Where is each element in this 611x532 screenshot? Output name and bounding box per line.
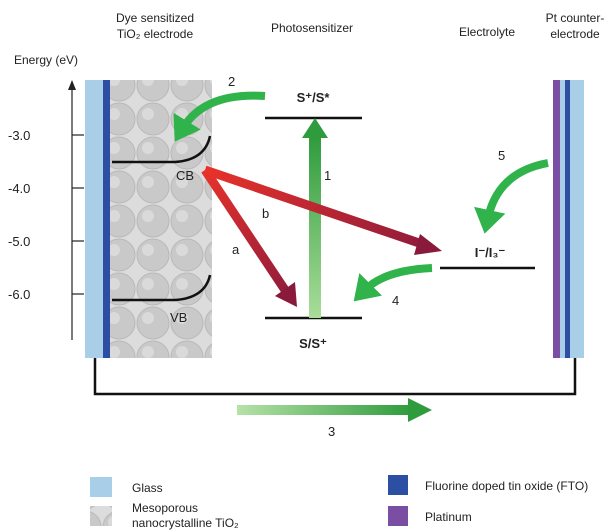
arrow-reduction (488, 163, 548, 218)
arrow-head (414, 234, 442, 255)
fto (103, 80, 110, 358)
level-label: VB (170, 310, 187, 325)
legend-swatch (90, 477, 112, 497)
legend-text: Platinum (425, 510, 472, 524)
legend-text: Glass (132, 481, 163, 495)
arrow-head (302, 118, 328, 138)
header-text: Pt counter- (546, 11, 605, 25)
level-label: S/S⁺ (299, 336, 327, 351)
legend-text: nanocrystalline TiO₂ (132, 516, 239, 530)
arrow-excitation (309, 135, 321, 318)
arrow-current (237, 405, 412, 415)
header-text: TiO₂ electrode (117, 27, 194, 41)
tick-label: -5.0 (8, 234, 30, 249)
legend-text: Mesoporous (132, 501, 198, 515)
tick-label: -3.0 (8, 128, 30, 143)
header-text: Electrolyte (459, 25, 515, 39)
step-label: 1 (324, 168, 331, 183)
level-label: CB (176, 168, 194, 183)
arrow-head (408, 398, 432, 422)
fto (565, 80, 570, 358)
header-text: Photosensitizer (271, 21, 353, 35)
step-label: a (232, 242, 240, 257)
header-text: Dye sensitized (116, 11, 194, 25)
level-label: S⁺/S* (297, 90, 331, 105)
step-label: 4 (392, 293, 399, 308)
axis-arrow (68, 80, 76, 90)
legend-swatch (388, 475, 408, 495)
tick-label: -6.0 (8, 287, 30, 302)
dssc-diagram: Dye sensitized TiO₂ electrode Photosensi… (0, 0, 611, 532)
step-label: b (262, 206, 269, 221)
external-circuit (95, 358, 575, 394)
step-label: 2 (228, 74, 235, 89)
tick-label: -4.0 (8, 181, 30, 196)
tio2-layer (110, 80, 212, 358)
legend-text: Fluorine doped tin oxide (FTO) (425, 479, 588, 493)
platinum (553, 80, 560, 358)
glass (85, 80, 105, 358)
axis-ticks (72, 135, 84, 294)
header-text: electrode (550, 27, 600, 41)
legend-swatch (388, 506, 408, 526)
level-label: I⁻/I₃⁻ (475, 245, 506, 260)
arrow-regeneration (365, 268, 432, 290)
glass (560, 80, 584, 358)
step-label: 3 (328, 424, 335, 439)
axis-label: Energy (eV) (14, 53, 78, 67)
legend-swatch (90, 506, 112, 526)
step-label: 5 (498, 148, 505, 163)
